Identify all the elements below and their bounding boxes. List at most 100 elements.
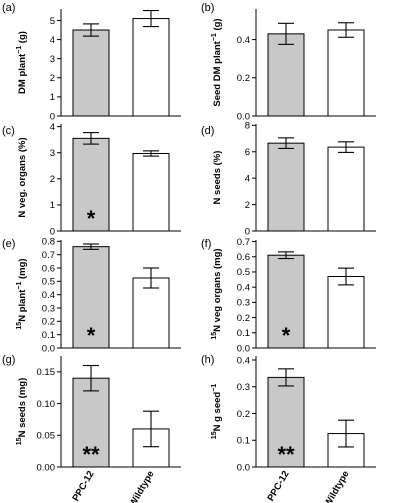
ylabel-superscript: 15 <box>16 437 23 445</box>
y-tick-label: 0.2 <box>237 313 250 324</box>
y-tick-label: 0.0 <box>42 343 55 354</box>
ylabel-text: N plant <box>17 289 28 322</box>
y-tick-label: 0.4 <box>237 282 250 293</box>
bar-wildtype <box>132 18 170 117</box>
ylabel-superscript: 15 <box>16 322 23 330</box>
y-tick-label: 0.3 <box>237 382 250 393</box>
panel-label: (f) <box>201 238 211 250</box>
y-tick-label: 0.1 <box>42 330 55 341</box>
bar-ppc-12 <box>72 377 110 468</box>
y-tick-label: 4 <box>50 122 55 133</box>
panel-h: (h) 0.0 0.1 0.2 0.3 0.4 **PPC-12 Wildtype 15N g … <box>201 354 376 503</box>
panel-label: (c) <box>2 125 15 137</box>
significance-marker: ** <box>82 442 100 467</box>
ylabel-text: Seed DM plant <box>212 40 223 106</box>
y-tick-label: 0.4 <box>237 355 250 366</box>
bar-ppc-12 <box>267 142 305 232</box>
bar-ppc-12 <box>267 33 305 117</box>
ylabel-superscript: 15 <box>211 332 218 340</box>
panel-g: (g) 0.00 0.05 0.10 0.15 **PPC-12 Wildtype 15N s… <box>2 354 181 503</box>
y-tick-label: 0.3 <box>42 303 55 314</box>
y-tick-label: 2 <box>50 73 55 84</box>
panel-c: (c) 0 1 2 3 4 * N veg. organs (%) <box>2 122 181 237</box>
y-tick-label: 0 <box>50 111 55 122</box>
panel-label: (a) <box>2 2 15 14</box>
y-tick-label: 2 <box>245 200 250 211</box>
y-tick-label: 0.8 <box>42 237 55 248</box>
ylabel-superscript: −1 <box>16 282 23 290</box>
category-label: Wildtype <box>322 469 351 503</box>
y-tick-label: 0 <box>245 226 250 237</box>
panel-label: (e) <box>2 238 15 250</box>
ylabel-text: N seeds (mg) <box>17 378 28 438</box>
bar-wildtype <box>327 276 365 349</box>
ylabel-superscript: −1 <box>211 384 218 392</box>
y-tick-label: 0.2 <box>237 409 250 420</box>
y-tick-label: 0.4 <box>237 35 250 46</box>
ylabel-superscript: −1 <box>16 46 23 54</box>
y-tick-label: 1 <box>50 200 55 211</box>
bar-ppc-12 <box>267 254 305 349</box>
y-tick-label: 0 <box>50 226 55 237</box>
panel-b: (b) 0.0 0.2 0.4 Seed DM plant−1 (g) <box>201 2 376 122</box>
ylabel-unit: (g) <box>17 31 28 46</box>
y-tick-label: 8 <box>245 121 250 132</box>
y-tick-label: 1 <box>50 92 55 103</box>
panel-label: (g) <box>2 354 15 366</box>
y-tick-label: 0.05 <box>37 431 56 442</box>
significance-marker: * <box>87 206 96 231</box>
y-tick-label: 0.3 <box>237 298 250 309</box>
bar-wildtype <box>132 152 170 232</box>
y-tick-label: 4 <box>50 35 55 46</box>
bar-wildtype <box>327 29 365 117</box>
y-axis-label: N veg. organs (%) <box>17 137 28 217</box>
y-tick-label: 0.0 <box>237 111 250 122</box>
y-tick-label: 0.6 <box>42 263 55 274</box>
bar-ppc-12 <box>267 376 305 468</box>
y-tick-label: 0.15 <box>37 367 56 378</box>
category-label: PPC-12 <box>265 469 291 503</box>
category-label: PPC-12 <box>70 469 96 503</box>
bar-ppc-12 <box>72 246 110 349</box>
significance-marker: * <box>282 323 291 348</box>
y-tick-label: 0.2 <box>42 317 55 328</box>
y-tick-label: 5 <box>50 16 55 27</box>
panel-f: (f) 0.0 0.1 0.2 0.3 0.4 0.5 0.6 0.7 * 15N veg orga… <box>201 237 376 354</box>
significance-marker: * <box>87 323 96 348</box>
bar-wildtype <box>327 146 365 232</box>
y-axis-label: 15N veg organs (mg) <box>211 248 223 339</box>
panel-label: (h) <box>201 354 214 366</box>
panel-d: (d) 0 2 4 6 8 N seeds (%) <box>201 121 376 237</box>
y-axis-label: 15N seeds (mg) <box>16 378 28 445</box>
y-tick-label: 0.7 <box>237 237 250 248</box>
y-tick-label: 0.00 <box>37 462 56 473</box>
y-axis-label: 15N plant−1 (mg) <box>16 258 28 329</box>
ylabel-text: DM plant <box>17 53 28 94</box>
panel-label: (d) <box>201 125 214 137</box>
y-tick-label: 4 <box>245 173 250 184</box>
y-tick-label: 0.10 <box>37 399 56 410</box>
ylabel-text: N g seed <box>212 392 223 432</box>
y-axis-label: Seed DM plant−1 (g) <box>211 18 223 106</box>
y-tick-label: 0.5 <box>237 267 250 278</box>
panel-e: (e) 0.0 0.1 0.2 0.3 0.4 0.5 0.6 0.7 0.8 * 15N plant… <box>2 237 181 354</box>
bar-wildtype <box>132 277 170 349</box>
y-tick-label: 0.2 <box>237 73 250 84</box>
y-tick-label: 0.6 <box>237 252 250 263</box>
y-axis-label: N seeds (%) <box>212 151 223 205</box>
y-axis-label: DM plant−1 (g) <box>16 31 28 94</box>
category-label: Wildtype <box>127 469 156 503</box>
panel-a: (a) 0 1 2 3 4 5 DM plant−1 (g) <box>2 2 181 122</box>
y-tick-label: 0.7 <box>42 250 55 261</box>
y-tick-label: 0.0 <box>237 343 250 354</box>
y-tick-label: 0.1 <box>237 436 250 447</box>
panel-label: (b) <box>201 2 214 14</box>
y-tick-label: 0.0 <box>237 462 250 473</box>
ylabel-superscript: 15 <box>211 431 218 439</box>
ylabel-text: N veg. organs (%) <box>17 137 28 217</box>
y-tick-label: 0.1 <box>237 328 250 339</box>
ylabel-unit: (g) <box>212 18 223 33</box>
y-tick-label: 6 <box>245 147 250 158</box>
ylabel-superscript: −1 <box>211 33 218 41</box>
y-tick-label: 0.5 <box>42 277 55 288</box>
